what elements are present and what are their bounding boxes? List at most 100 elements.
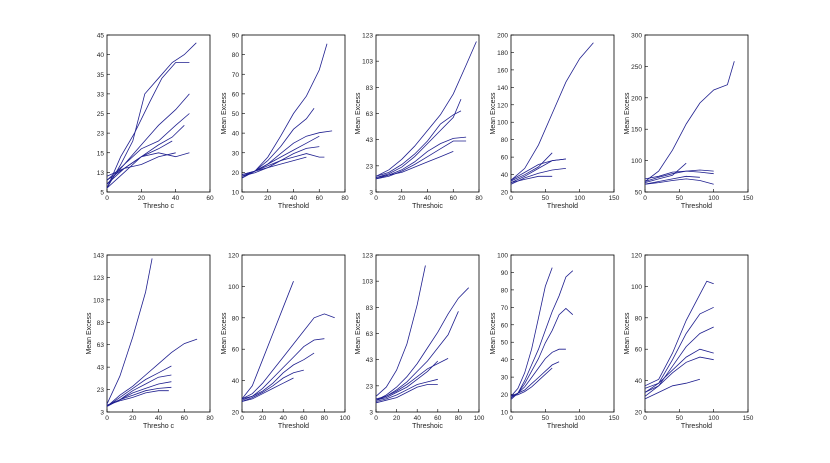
series-line-3: [106, 93, 190, 185]
y-tick-label: 10: [501, 410, 509, 417]
y-tick-label: 40: [97, 52, 105, 59]
x-axis-label: Thresho c: [143, 423, 175, 430]
series-line-5: [106, 125, 185, 185]
y-tick-label: 5: [100, 190, 104, 197]
plot-frame: [375, 34, 480, 193]
y-tick-label: 30: [501, 375, 509, 382]
y-tick-label: 30: [232, 150, 240, 157]
y-tick-label: 20: [635, 410, 643, 417]
y-tick-label: 15: [97, 150, 105, 157]
y-tick-label: 20: [232, 170, 240, 177]
y-tick-label: 103: [362, 59, 373, 66]
subplot-4: 0 50 100 150 20 40 60 80 100 120 140 160 180 200 Thres…: [490, 33, 620, 211]
series-line-2: [644, 169, 714, 180]
x-tick-label: 100: [474, 415, 485, 422]
series-line-4: [241, 135, 320, 177]
series-line-1: [241, 281, 294, 400]
series-line-7: [106, 390, 169, 406]
y-tick-label: 20: [501, 190, 509, 197]
y-tick-label: 150: [631, 127, 642, 134]
y-axis-label: Mean Excess: [86, 312, 93, 355]
x-tick-label: 100: [708, 415, 719, 422]
y-tick-label: 40: [501, 172, 509, 179]
x-tick-label: 40: [172, 195, 180, 202]
subplot-2: 0 20 40 60 80 10 20 30 40 50 60 70 80 90 Threshold Mean…: [221, 33, 349, 211]
subplot-5: 0 50 100 15050100150200250300ThresholdMean …: [624, 33, 754, 211]
x-tick-label: 60: [300, 415, 308, 422]
plot-frame: [241, 254, 346, 413]
y-tick-label: 300: [631, 33, 642, 40]
series-line-7: [375, 384, 438, 404]
y-tick-label: 60: [501, 155, 509, 162]
y-tick-label: 43: [366, 357, 374, 364]
series-line-7: [106, 152, 190, 181]
y-axis-label: Mean Excess: [624, 92, 631, 135]
x-tick-label: 0: [105, 195, 109, 202]
y-tick-label: 3: [369, 190, 373, 197]
y-tick-label: 63: [97, 342, 105, 349]
y-tick-label: 50: [501, 340, 509, 347]
series-line-4: [644, 348, 714, 389]
y-axis-label: Mean Excess: [490, 92, 497, 135]
y-tick-label: 60: [232, 347, 240, 354]
y-tick-label: 103: [362, 279, 373, 286]
y-tick-label: 33: [97, 91, 105, 98]
plot-frame: [510, 34, 615, 193]
series-line-5: [644, 175, 700, 185]
y-tick-label: 120: [631, 253, 642, 260]
series-line-3: [644, 170, 714, 182]
x-tick-label: 80: [475, 195, 483, 202]
y-axis-label: Mean Excess: [624, 312, 631, 355]
x-tick-label: 100: [708, 195, 719, 202]
x-tick-label: 20: [393, 415, 401, 422]
series-line-5: [106, 381, 172, 407]
series-line-3: [106, 365, 172, 407]
y-tick-label: 25: [97, 111, 105, 118]
x-tick-label: 80: [321, 415, 329, 422]
x-tick-label: 150: [743, 415, 754, 422]
x-tick-label: 40: [290, 195, 298, 202]
y-tick-label: 140: [497, 85, 508, 92]
y-tick-label: 200: [631, 95, 642, 102]
subplot-3: 0 20 40 60 80 3 23 43 63 83 103 123 Threshoic Mean Ex…: [355, 33, 483, 211]
x-axis-label: Threshoic: [412, 423, 443, 430]
plot-frame: [510, 254, 615, 413]
y-tick-label: 100: [228, 284, 239, 291]
series-line-2: [510, 270, 574, 400]
y-tick-label: 250: [631, 64, 642, 71]
y-tick-label: 40: [232, 131, 240, 138]
y-axis-label: Mean Excess: [355, 92, 362, 135]
y-tick-label: 40: [232, 378, 240, 385]
y-tick-label: 50: [635, 190, 643, 197]
y-axis-label: Mean Excess: [490, 312, 497, 355]
x-tick-label: 50: [676, 195, 684, 202]
x-tick-label: 40: [155, 415, 163, 422]
series-line-5: [510, 168, 566, 185]
series-line-5: [644, 356, 714, 397]
x-axis-label: Threshold: [547, 203, 578, 210]
series-line-4: [510, 348, 566, 397]
y-tick-label: 100: [497, 120, 508, 127]
y-tick-label: 83: [366, 305, 374, 312]
y-tick-label: 90: [501, 270, 509, 277]
y-tick-label: 123: [93, 275, 104, 282]
x-tick-label: 80: [455, 415, 463, 422]
y-tick-label: 50: [232, 111, 240, 118]
series-line-1: [106, 42, 197, 189]
y-tick-label: 43: [366, 137, 374, 144]
y-tick-label: 100: [497, 253, 508, 260]
x-tick-label: 20: [259, 415, 267, 422]
y-tick-label: 70: [501, 305, 509, 312]
subplot-7: 0 20 40 60 80 10020406080100120ThresholdMean …: [221, 253, 351, 431]
y-tick-label: 120: [497, 102, 508, 109]
x-axis-label: Threshold: [278, 423, 309, 430]
series-line-6: [644, 178, 714, 185]
series-line-1: [644, 61, 735, 182]
series-line-1: [241, 43, 328, 175]
y-tick-label: 143: [93, 253, 104, 260]
subplot-9: 0 50 100 150102030405060708090100ThresholdM…: [490, 253, 620, 431]
y-tick-label: 40: [501, 357, 509, 364]
series-line-4: [644, 162, 687, 183]
x-axis-label: Threshoic: [412, 203, 443, 210]
x-axis-label: Threshold: [278, 203, 309, 210]
